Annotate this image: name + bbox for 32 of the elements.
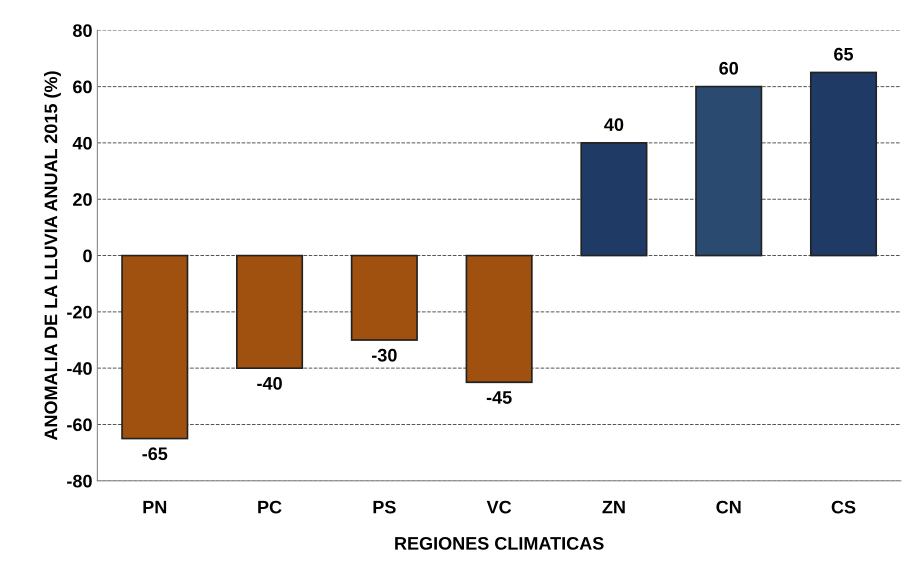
bar bbox=[695, 86, 762, 256]
data-label: -45 bbox=[486, 391, 512, 404]
x-tick-label: PC bbox=[258, 500, 282, 514]
y-tick-label: 20 bbox=[73, 193, 92, 206]
x-tick-label: CS bbox=[832, 500, 856, 514]
data-label: 60 bbox=[719, 62, 738, 75]
y-tick-label: 40 bbox=[72, 136, 92, 150]
x-axis-title: REGIONES CLIMATICAS bbox=[395, 536, 604, 550]
y-axis-title: ANOMALIA DE LA LLUVIA ANUAL 2015 (%) bbox=[44, 71, 61, 440]
y-tick-label: 80 bbox=[73, 24, 92, 37]
data-label: 40 bbox=[604, 118, 624, 131]
x-tick-label: VC bbox=[486, 500, 512, 514]
x-tick-label: PS bbox=[374, 500, 396, 514]
bar bbox=[350, 254, 418, 341]
bar bbox=[810, 72, 878, 256]
x-tick-label: CN bbox=[716, 500, 741, 514]
y-tick-label: -60 bbox=[67, 418, 92, 432]
y-tick-label: -40 bbox=[67, 362, 92, 375]
x-tick-label: PN bbox=[143, 500, 166, 514]
data-label: -65 bbox=[142, 447, 168, 460]
bar bbox=[121, 254, 188, 440]
data-label: 65 bbox=[834, 48, 854, 61]
y-tick-label: 60 bbox=[73, 80, 92, 94]
y-tick-label: 0 bbox=[83, 249, 92, 262]
y-tick-label: -20 bbox=[67, 306, 92, 319]
y-tick-label: -80 bbox=[67, 474, 92, 488]
data-label: -30 bbox=[372, 348, 397, 362]
bar bbox=[236, 254, 304, 369]
data-label: -40 bbox=[257, 376, 282, 390]
bar bbox=[466, 254, 533, 384]
x-tick-label: ZN bbox=[602, 500, 625, 514]
bar bbox=[580, 142, 648, 256]
